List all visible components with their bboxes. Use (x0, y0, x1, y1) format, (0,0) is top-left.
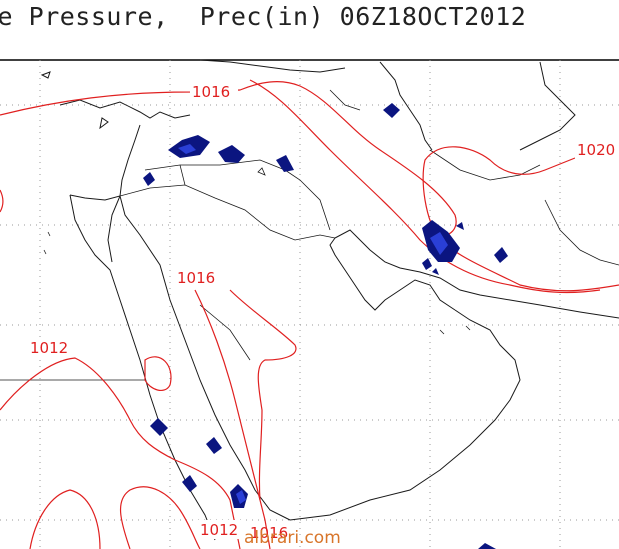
precip-patch (206, 437, 222, 454)
precip-patch (276, 155, 294, 172)
isobar-label: 1012 (30, 339, 68, 357)
isobars (0, 79, 619, 549)
precip-patch (494, 247, 508, 263)
isobar-1016-inner (249, 79, 601, 294)
isobar-label: 1016 (177, 269, 215, 287)
precipitation-areas (143, 103, 508, 549)
precip-patch (422, 258, 432, 270)
map-title: ce Pressure, Prec(in) 06Z18OCT2012 (0, 2, 527, 31)
precip-patch (456, 222, 464, 230)
isobar-label: 1016 (192, 83, 230, 101)
precip-patch (218, 145, 245, 163)
isobar-1012-lower (29, 489, 101, 549)
borders (0, 89, 619, 381)
precip-patch (383, 103, 400, 118)
map-header: ce Pressure, Prec(in) 06Z18OCT2012 (0, 0, 619, 38)
graticule (0, 60, 619, 549)
isobar-1016-south (194, 289, 271, 549)
precip-patch (150, 418, 168, 436)
islands (43, 167, 471, 335)
isobar-1016-north (0, 81, 457, 237)
weather-map: 1016 1020 1016 1012 1012 1016 (0, 59, 619, 549)
isobar-1016-loop (229, 289, 297, 501)
precip-patch (236, 490, 246, 504)
isobar-1020 (422, 146, 619, 292)
precip-patch (182, 475, 197, 492)
watermark: albrari.com (244, 528, 341, 548)
precip-patch (430, 232, 448, 255)
coastlines (40, 59, 619, 541)
isobar-label: 1020 (577, 141, 615, 159)
isobar-1012-small (144, 356, 172, 392)
isobar-label: 1012 (200, 521, 238, 539)
precip-patch (143, 172, 155, 186)
isobar-labels: 1016 1020 1016 1012 1012 1016 (28, 82, 619, 542)
isobar-1012-lower2 (119, 486, 201, 549)
precip-patch (432, 268, 439, 275)
isobar-label: 1016 (250, 524, 288, 542)
isobar-1012-west (0, 357, 241, 549)
precip-patch (478, 543, 496, 549)
precip-patch (178, 144, 196, 154)
isobar-edge (0, 189, 4, 213)
